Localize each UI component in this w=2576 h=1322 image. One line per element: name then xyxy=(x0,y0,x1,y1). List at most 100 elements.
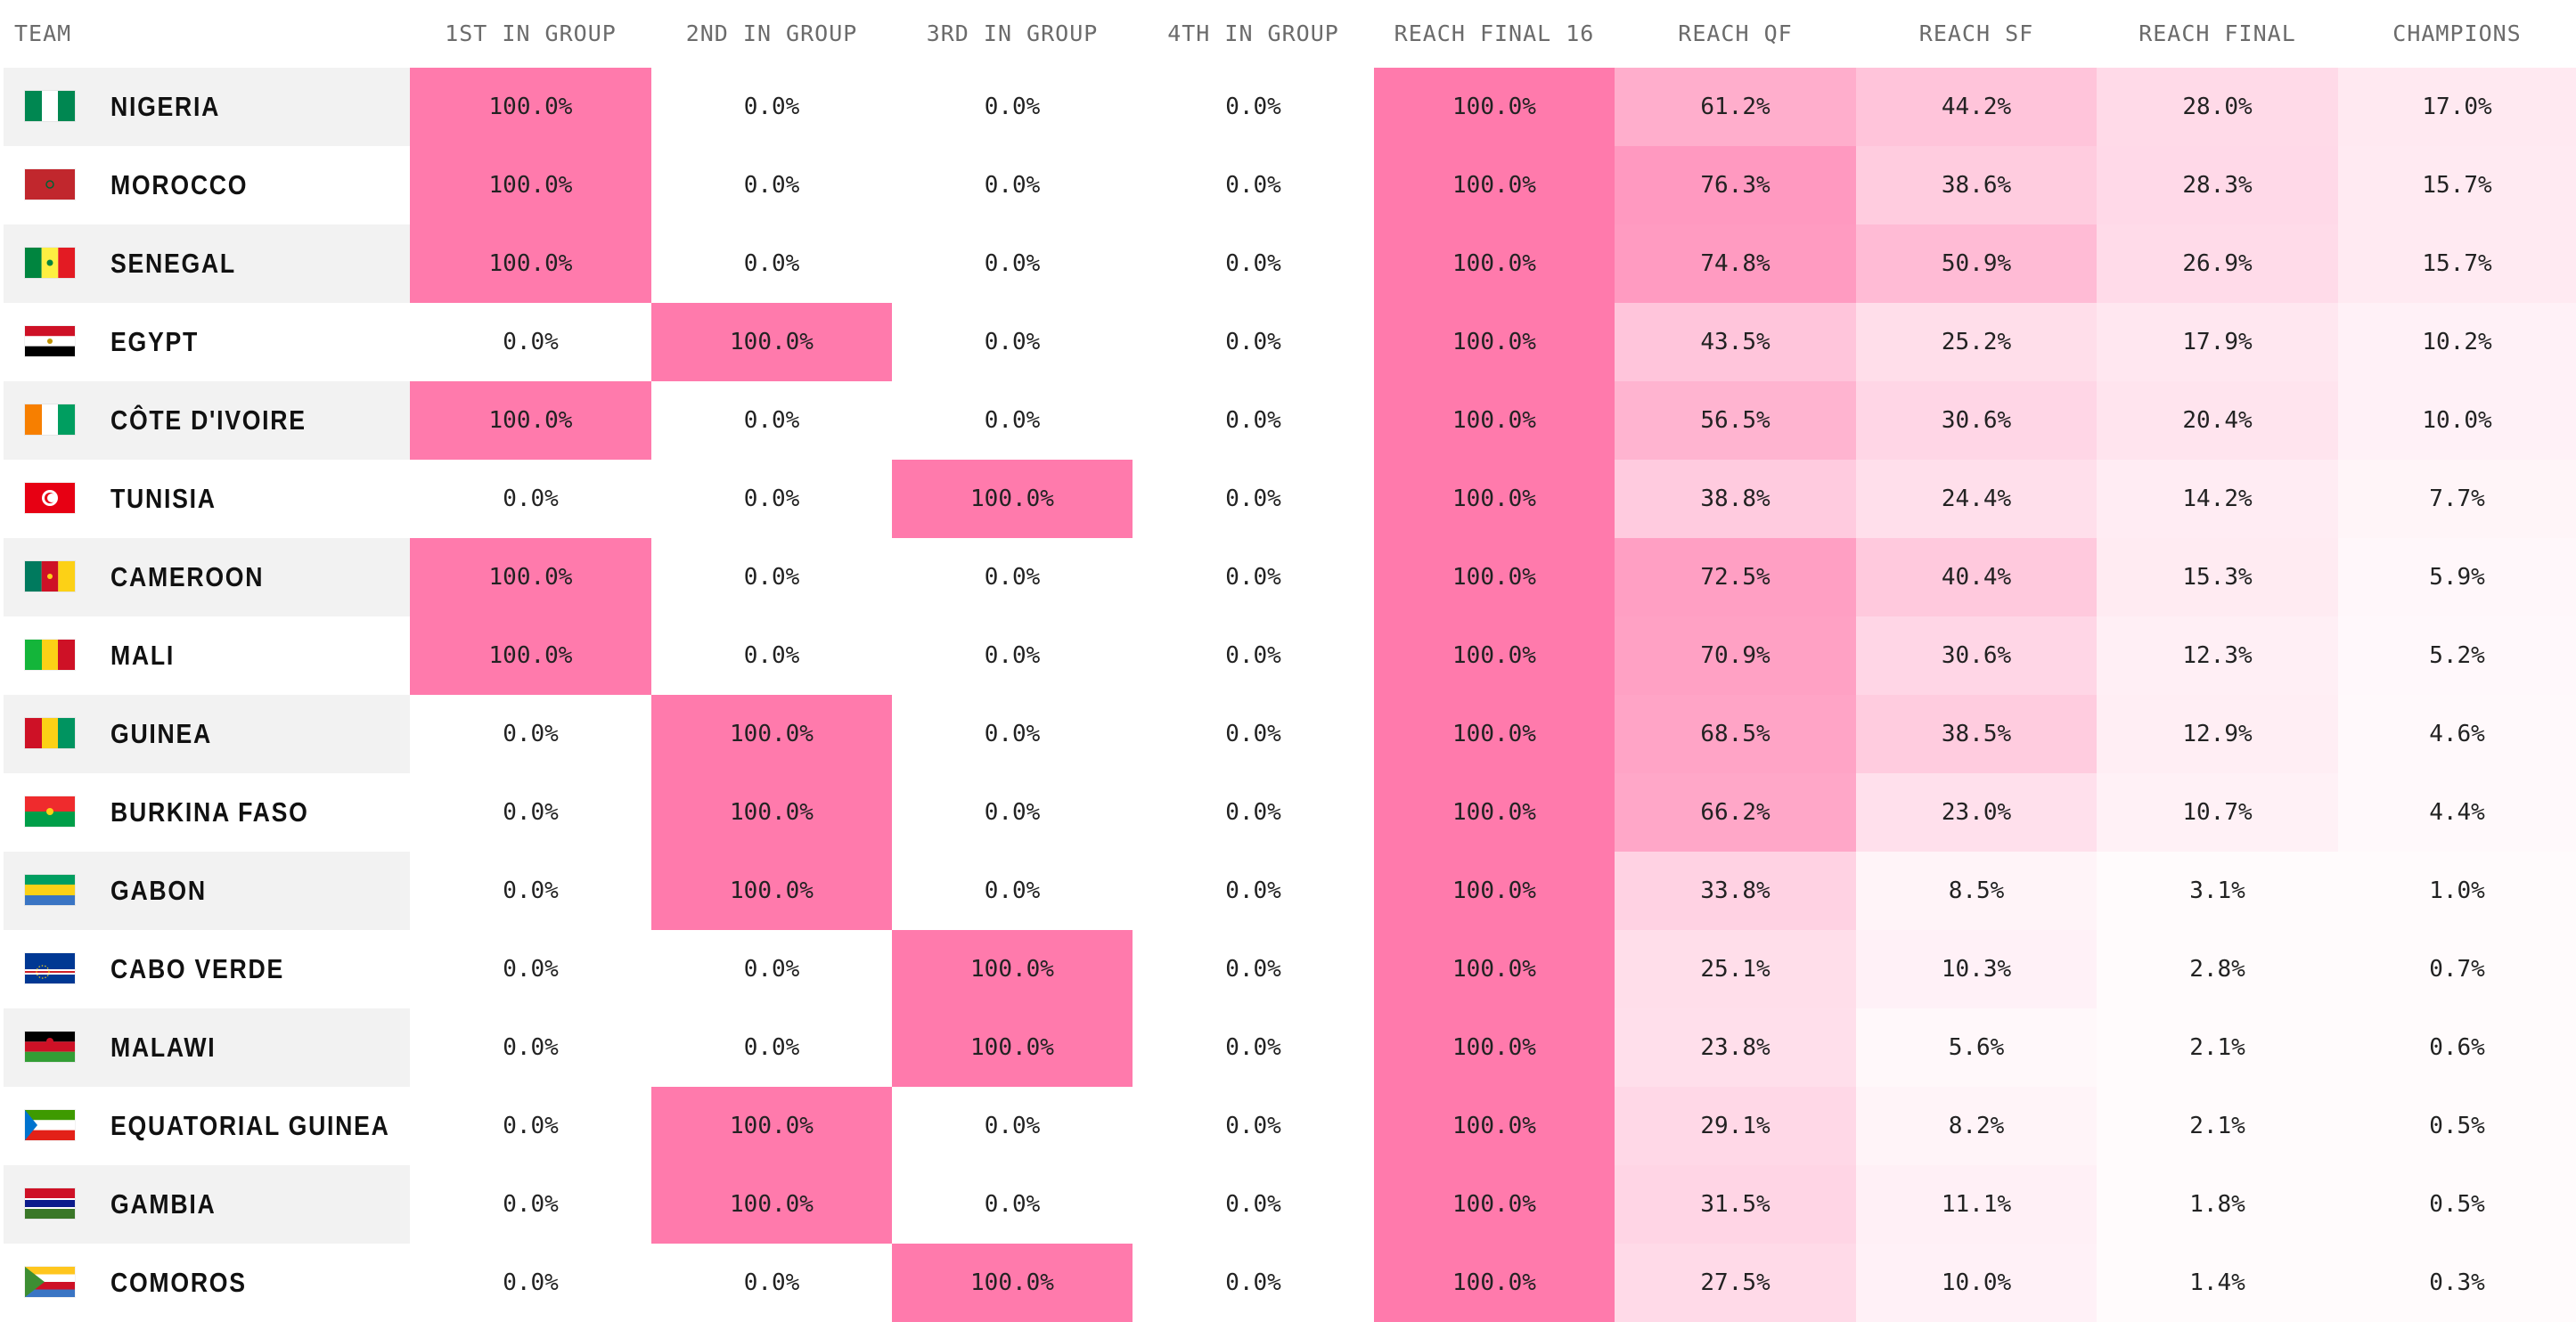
value-cell: 24.4% xyxy=(1856,460,2097,538)
heat-fill xyxy=(651,852,892,930)
value-cell: 100.0% xyxy=(651,773,892,852)
team-name: COMOROS xyxy=(110,1267,247,1298)
cell-value: 100.0% xyxy=(1452,956,1536,983)
value-cell: 0.0% xyxy=(410,695,651,773)
cell-value: 44.2% xyxy=(1941,94,2012,120)
value-cell: 0.0% xyxy=(892,146,1133,224)
cell-value: 29.1% xyxy=(1700,1113,1770,1139)
value-cell: 43.5% xyxy=(1615,303,1856,381)
cell-value: 56.5% xyxy=(1700,407,1770,434)
value-cell: 66.2% xyxy=(1615,773,1856,852)
cell-value: 100.0% xyxy=(970,486,1054,512)
heat-fill xyxy=(1856,146,2097,224)
cell-value: 0.3% xyxy=(2429,1269,2485,1296)
team-name: MALI xyxy=(110,640,176,671)
heat-fill xyxy=(1856,695,2097,773)
team-name: CAMEROON xyxy=(110,561,265,592)
value-cell: 100.0% xyxy=(1374,1165,1615,1244)
value-cell: 0.0% xyxy=(892,773,1133,852)
value-cell: 0.0% xyxy=(410,303,651,381)
cell-value: 14.2% xyxy=(2182,486,2253,512)
value-cell: 0.0% xyxy=(1133,1008,1374,1087)
value-cell: 38.6% xyxy=(1856,146,2097,224)
heat-fill xyxy=(1856,1165,2097,1244)
value-cell: 0.0% xyxy=(1133,68,1374,146)
flag-cameroon-icon xyxy=(25,561,75,592)
flag-equatorial-guinea-icon xyxy=(25,1110,75,1140)
heat-fill xyxy=(892,460,1133,538)
value-cell: 100.0% xyxy=(410,381,651,460)
heat-fill xyxy=(2338,68,2576,146)
value-cell: 72.5% xyxy=(1615,538,1856,616)
column-header-1st-in-group[interactable]: 1ST IN GROUP xyxy=(445,20,617,46)
heat-fill xyxy=(651,303,892,381)
cell-value: 8.2% xyxy=(1948,1113,2005,1139)
heat-fill xyxy=(1374,852,1615,930)
heat-fill xyxy=(1374,68,1615,146)
cell-value: 100.0% xyxy=(488,250,573,277)
heat-fill xyxy=(1615,616,1856,695)
value-cell: 1.8% xyxy=(2097,1165,2338,1244)
cell-value: 7.7% xyxy=(2429,486,2485,512)
cell-value: 0.0% xyxy=(1225,329,1281,355)
value-cell: 44.2% xyxy=(1856,68,2097,146)
value-cell: 10.0% xyxy=(2338,381,2576,460)
value-cell: 2.1% xyxy=(2097,1008,2338,1087)
cell-value: 10.0% xyxy=(2422,407,2492,434)
cell-value: 100.0% xyxy=(1452,877,1536,904)
cell-value: 15.3% xyxy=(2182,564,2253,591)
value-cell: 100.0% xyxy=(410,538,651,616)
value-cell: 0.0% xyxy=(892,381,1133,460)
value-cell: 1.4% xyxy=(2097,1244,2338,1322)
column-header-3rd-in-group[interactable]: 3RD IN GROUP xyxy=(926,20,1099,46)
cell-value: 0.0% xyxy=(743,1034,800,1061)
value-cell: 38.5% xyxy=(1856,695,2097,773)
cell-value: 30.6% xyxy=(1941,642,2012,669)
heat-fill xyxy=(410,146,651,224)
cell-value: 100.0% xyxy=(1452,486,1536,512)
cell-value: 38.8% xyxy=(1700,486,1770,512)
cell-value: 100.0% xyxy=(970,1269,1054,1296)
cell-value: 0.0% xyxy=(503,1113,559,1139)
cell-value: 10.3% xyxy=(1941,956,2012,983)
column-header-champions[interactable]: CHAMPIONS xyxy=(2392,20,2522,46)
heat-fill xyxy=(410,616,651,695)
cell-value: 26.9% xyxy=(2182,250,2253,277)
table-row: NIGERIA 100.0% 0.0% 0.0% 0.0% 100.0% 61.2% 44.2… xyxy=(0,68,2576,146)
value-cell: 4.6% xyxy=(2338,695,2576,773)
cell-value: 74.8% xyxy=(1700,250,1770,277)
value-cell: 0.7% xyxy=(2338,930,2576,1008)
value-cell: 4.4% xyxy=(2338,773,2576,852)
team-cell: MALI xyxy=(4,616,410,695)
column-header-reach-qf[interactable]: REACH QF xyxy=(1678,20,1793,46)
heat-fill xyxy=(1615,1165,1856,1244)
column-header-reach-sf[interactable]: REACH SF xyxy=(1918,20,2034,46)
value-cell: 12.9% xyxy=(2097,695,2338,773)
table-row: BURKINA FASO 0.0% 100.0% 0.0% 0.0% 100.0% 66.2… xyxy=(0,773,2576,852)
cell-value: 11.1% xyxy=(1941,1191,2012,1218)
column-header-reach-final[interactable]: REACH FINAL xyxy=(2138,20,2296,46)
value-cell: 0.0% xyxy=(410,1244,651,1322)
column-header-2nd-in-group[interactable]: 2ND IN GROUP xyxy=(685,20,858,46)
value-cell: 100.0% xyxy=(1374,303,1615,381)
heat-fill xyxy=(1615,852,1856,930)
heat-fill xyxy=(1856,1244,2097,1322)
heat-fill xyxy=(2097,303,2338,381)
cell-value: 40.4% xyxy=(1941,564,2012,591)
column-header-team[interactable]: TEAM xyxy=(14,20,72,46)
heat-fill xyxy=(1374,616,1615,695)
team-cell: CABO VERDE xyxy=(4,930,410,1008)
cell-value: 0.0% xyxy=(743,1269,800,1296)
heat-fill xyxy=(2338,773,2576,852)
column-header-reach-final-16[interactable]: REACH FINAL 16 xyxy=(1394,20,1595,46)
heat-fill xyxy=(1615,773,1856,852)
team-cell: COMOROS xyxy=(4,1244,410,1322)
value-cell: 10.0% xyxy=(1856,1244,2097,1322)
heat-fill xyxy=(2097,146,2338,224)
column-header-4th-in-group[interactable]: 4TH IN GROUP xyxy=(1167,20,1339,46)
value-cell: 0.0% xyxy=(1133,1244,1374,1322)
flag-comoros-icon xyxy=(25,1267,75,1297)
cell-value: 12.3% xyxy=(2182,642,2253,669)
value-cell: 0.0% xyxy=(1133,224,1374,303)
value-cell: 15.3% xyxy=(2097,538,2338,616)
